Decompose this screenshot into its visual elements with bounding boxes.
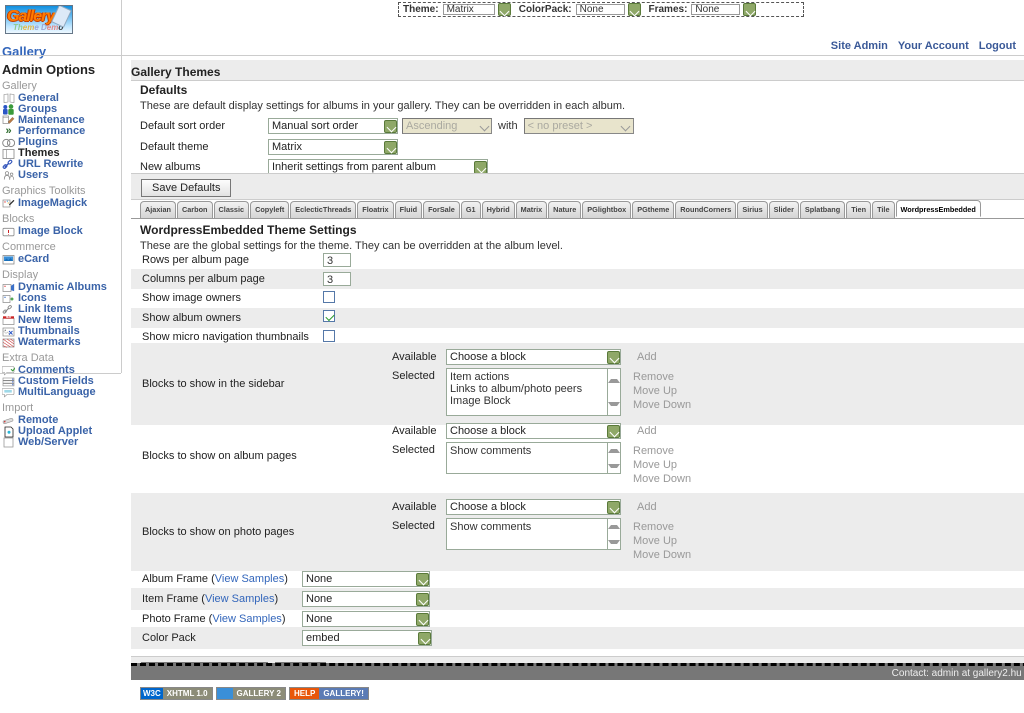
svg-text:NEW: NEW (6, 317, 12, 319)
